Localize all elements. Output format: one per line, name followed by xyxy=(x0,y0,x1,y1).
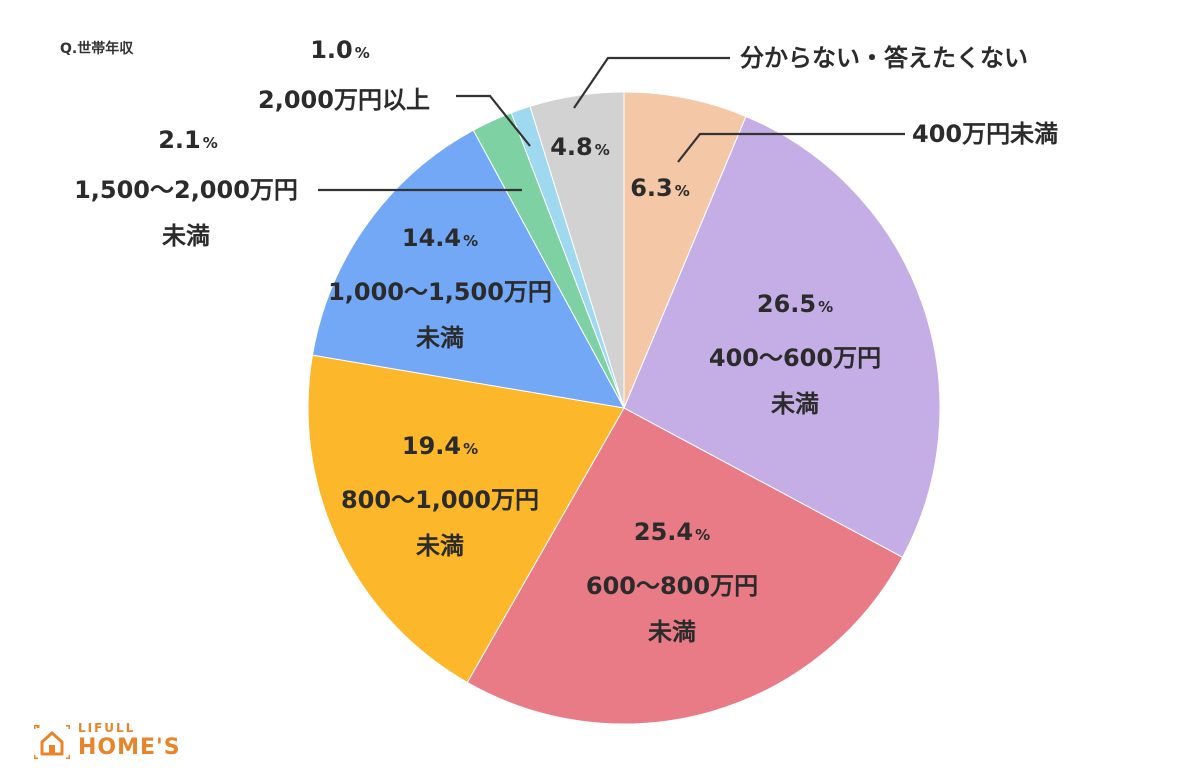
slice-percent: 1.0% xyxy=(310,36,370,64)
pie-slice xyxy=(466,407,904,725)
pie-slice xyxy=(307,354,625,684)
slice-label: 未満 xyxy=(162,222,210,250)
slice-label: 1,500〜2,000万円 xyxy=(74,176,298,204)
logo-text-top: LIFULL xyxy=(78,721,136,735)
logo-text-bottom: HOME'S xyxy=(78,735,181,760)
leader-line xyxy=(677,132,905,163)
question-label: Q.世帯年収 xyxy=(60,41,134,57)
slice-percent: 6.3% xyxy=(630,174,690,202)
leader-line xyxy=(456,94,531,147)
slice-label: 400万円未満 xyxy=(912,120,1058,148)
slice-label: 未満 xyxy=(416,532,464,560)
pie-slice xyxy=(311,129,625,409)
slice-label: 未満 xyxy=(648,618,696,646)
slice-label: 分からない・答えたくない xyxy=(740,44,1028,72)
pie-slice xyxy=(529,91,625,409)
slice-label: 400〜600万円 xyxy=(709,344,881,372)
slice-percent: 25.4% xyxy=(634,518,710,546)
pie-slice xyxy=(623,115,941,558)
slice-label: 未満 xyxy=(416,324,464,352)
slice-label: 1,000〜1,500万円 xyxy=(328,278,552,306)
brand-logo: LIFULL HOME'S xyxy=(34,722,181,759)
house-icon xyxy=(34,725,70,759)
slice-label: 800〜1,000万円 xyxy=(341,486,539,514)
leader-line xyxy=(573,56,730,109)
slice-percent: 2.1% xyxy=(158,126,218,154)
slice-label: 600〜800万円 xyxy=(586,572,758,600)
slice-label: 未満 xyxy=(771,390,819,418)
pie-slice xyxy=(623,91,747,409)
slice-label: 2,000万円以上 xyxy=(258,86,430,114)
